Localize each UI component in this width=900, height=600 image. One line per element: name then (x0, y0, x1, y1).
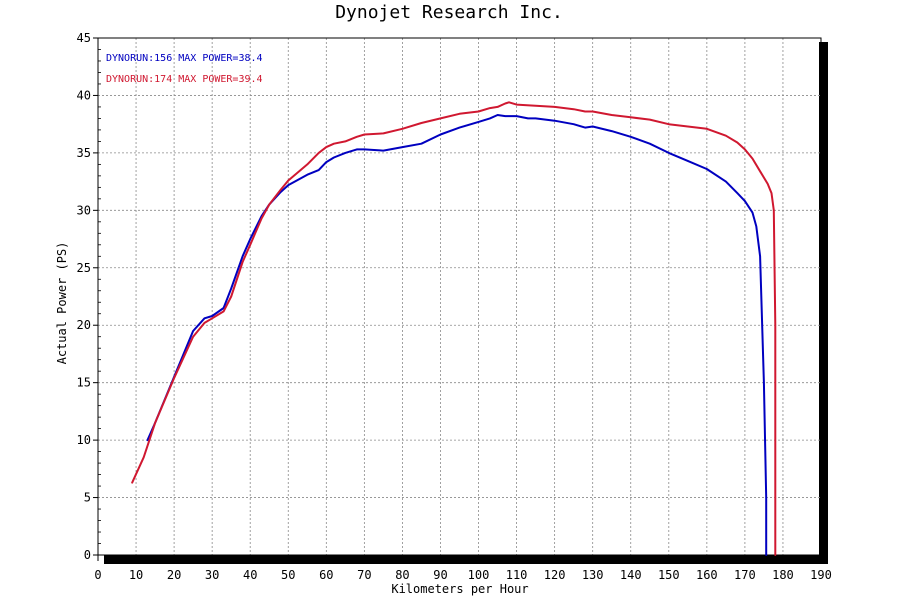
x-axis-tick-labels: 0 10 20 30 40 50 60 70 80 90 100 110 120 130 140 150 160… (94, 568, 831, 582)
chart-title: Dynojet Research Inc. (335, 2, 563, 23)
x-tick-label: 100 (468, 568, 490, 582)
x-tick-label: 90 (433, 568, 447, 582)
x-tick-label: 80 (395, 568, 409, 582)
x-tick-label: 150 (658, 568, 680, 582)
plot-frame (97, 37, 822, 556)
minor-ticks (93, 37, 822, 561)
y-tick-label: 0 (84, 548, 91, 562)
y-tick-label: 45 (77, 31, 91, 45)
x-tick-label: 50 (281, 568, 295, 582)
x-tick-label: 140 (620, 568, 642, 582)
y-tick-label: 35 (77, 146, 91, 160)
data-series (131, 101, 777, 556)
y-tick-label: 15 (77, 376, 91, 390)
plot-shadow-bottom (104, 555, 828, 564)
legend-entry-run-174: DYNORUN:174 MAX POWER=39.4 (106, 74, 263, 85)
legend-entry-run-156: DYNORUN:156 MAX POWER=38.4 (106, 53, 263, 64)
grid-lines (98, 38, 821, 555)
x-tick-label: 20 (167, 568, 181, 582)
x-tick-label: 70 (357, 568, 371, 582)
x-tick-label: 160 (696, 568, 718, 582)
y-axis-label: Actual Power (PS) (55, 242, 69, 365)
plot-shadow-right (819, 42, 828, 564)
x-tick-label: 130 (582, 568, 604, 582)
x-tick-label: 10 (129, 568, 143, 582)
x-tick-label: 180 (772, 568, 794, 582)
y-tick-label: 5 (84, 491, 91, 505)
series-line-run-156 (146, 114, 768, 556)
series-line-run-174 (131, 101, 777, 556)
y-tick-label: 10 (77, 433, 91, 447)
y-tick-label: 25 (77, 261, 91, 275)
y-tick-label: 30 (77, 203, 91, 217)
y-tick-label: 20 (77, 318, 91, 332)
x-tick-label: 60 (319, 568, 333, 582)
y-tick-label: 40 (77, 88, 91, 102)
x-tick-label: 40 (243, 568, 257, 582)
x-tick-label: 0 (94, 568, 101, 582)
x-tick-label: 110 (506, 568, 528, 582)
x-tick-label: 30 (205, 568, 219, 582)
x-tick-label: 190 (810, 568, 832, 582)
x-tick-label: 120 (544, 568, 566, 582)
x-axis-label: Kilometers per Hour (391, 582, 528, 596)
x-tick-label: 170 (734, 568, 756, 582)
y-axis-tick-labels: 0 5 10 15 20 25 30 35 40 45 (77, 31, 91, 562)
